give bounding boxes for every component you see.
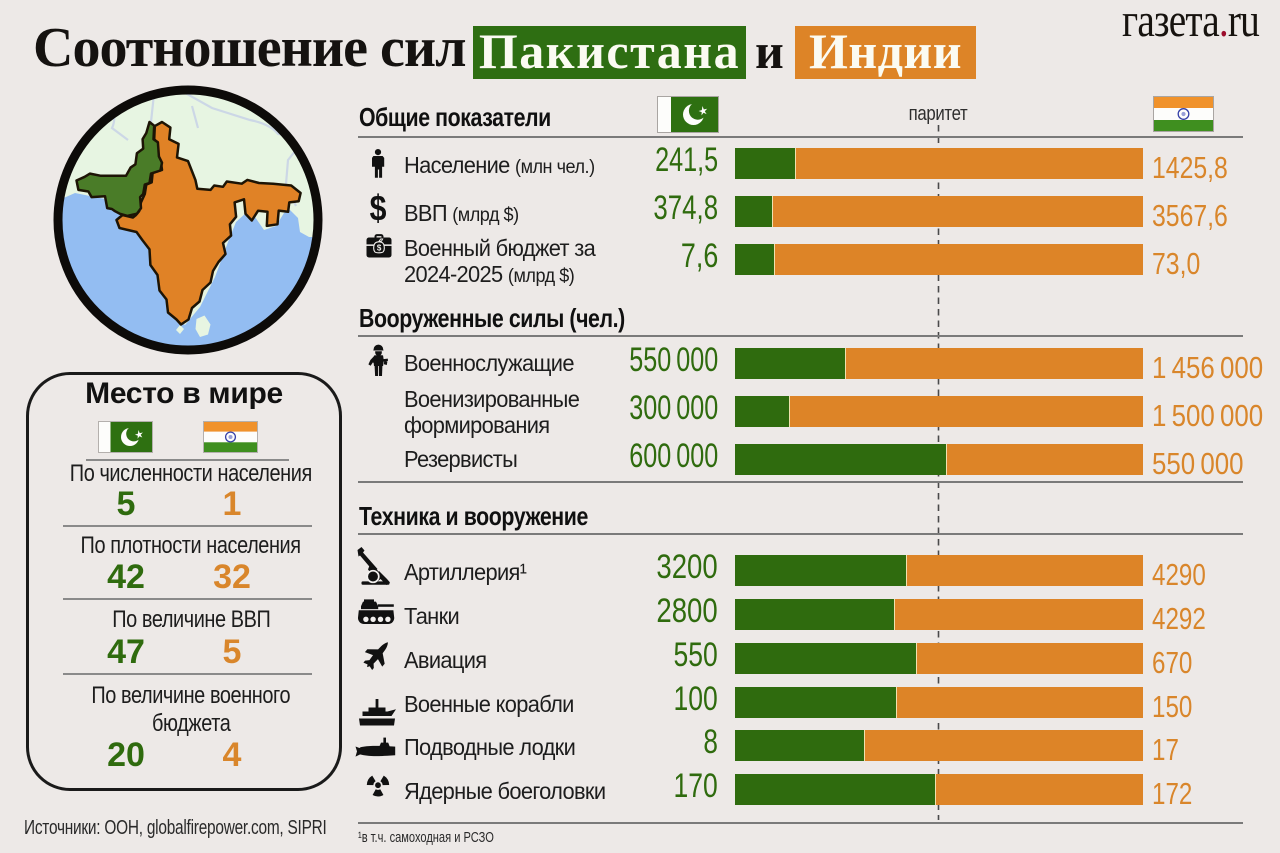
- svg-text:$: $: [377, 243, 382, 252]
- svg-text:$: $: [370, 193, 387, 225]
